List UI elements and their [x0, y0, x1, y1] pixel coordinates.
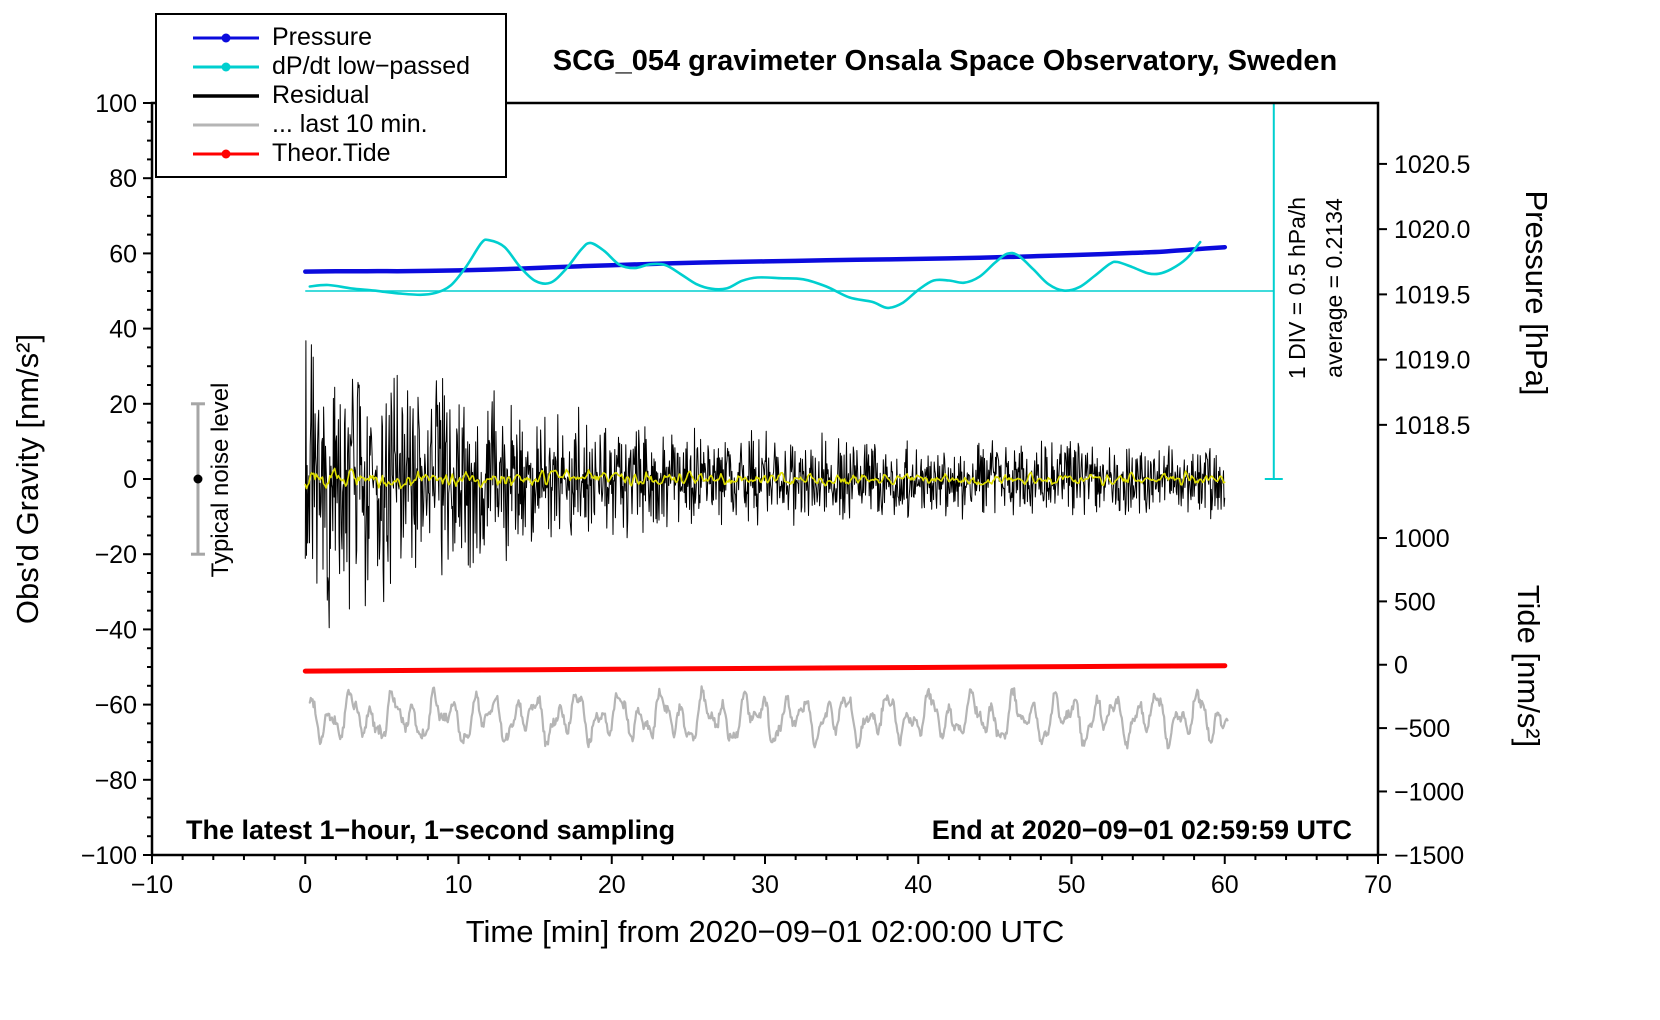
- series-dpdt: [308, 238, 1202, 310]
- tick-label: −20: [95, 541, 137, 569]
- legend-item-theor_tide: Theor.Tide: [157, 139, 505, 168]
- tick-label: −10: [131, 871, 173, 899]
- residual-legend-key-icon: [193, 89, 259, 103]
- tick-label: 60: [109, 240, 137, 268]
- legend-item-last10: ... last 10 min.: [157, 110, 505, 139]
- tick-label: 50: [1058, 871, 1086, 899]
- sampling-note: The latest 1−hour, 1−second sampling: [186, 815, 675, 845]
- end-time-note: End at 2020−09−01 02:59:59 UTC: [932, 815, 1352, 845]
- theor_tide-legend-key-icon: [193, 147, 259, 161]
- tick-label: −80: [95, 767, 137, 795]
- legend-item-dpdt: dP/dt low−passed: [157, 52, 505, 81]
- tick-label: 0: [1394, 652, 1408, 680]
- series-last10: [308, 685, 1229, 750]
- tick-label: 1000: [1394, 525, 1450, 553]
- tick-label: 500: [1394, 588, 1436, 616]
- tick-label: 10: [445, 871, 473, 899]
- legend-item-label: Pressure: [272, 23, 373, 51]
- div-scale-label: 1 DIV = 0.5 hPa/h: [1284, 197, 1310, 379]
- tick-label: 40: [904, 871, 932, 899]
- tick-label: 60: [1211, 871, 1239, 899]
- tick-label: 100: [95, 90, 137, 118]
- pressure-legend-key-icon: [193, 31, 259, 45]
- legend-item-label: dP/dt low−passed: [272, 52, 471, 80]
- chart-title: SCG_054 gravimeter Onsala Space Observat…: [553, 45, 1337, 77]
- plot-frame: [150, 101, 1380, 857]
- tick-label: 20: [109, 391, 137, 419]
- tick-label: 0: [123, 466, 137, 494]
- x-axis-label: Time [min] from 2020−09−01 02:00:00 UTC: [466, 914, 1065, 949]
- last10-legend-key-icon: [193, 118, 259, 132]
- tick-label: −60: [95, 692, 137, 720]
- tick-label: 20: [598, 871, 626, 899]
- tick-label: 80: [109, 165, 137, 193]
- average-label: average = 0.2134: [1321, 198, 1347, 378]
- y-axis-tide-label: Tide [nm/s²]: [1511, 585, 1546, 748]
- y-axis-left-label: Obs'd Gravity [nm/s²]: [10, 334, 45, 624]
- legend-item-label: Theor.Tide: [272, 139, 391, 167]
- dpdt-legend-key-icon: [193, 60, 259, 74]
- series-residual_filtered: [304, 467, 1226, 490]
- tick-label: 0: [298, 871, 312, 899]
- tick-label: 70: [1364, 871, 1392, 899]
- tick-label: 1018.5: [1394, 412, 1470, 440]
- series-residual: [304, 340, 1226, 629]
- tick-label: −100: [81, 842, 137, 870]
- tick-label: 1020.0: [1394, 216, 1470, 244]
- legend-item-pressure: Pressure: [157, 23, 505, 52]
- tick-label: 40: [109, 316, 137, 344]
- series-theor_tide: [302, 663, 1228, 674]
- series-pressure: [303, 244, 1228, 274]
- tick-label: −40: [95, 616, 137, 644]
- tick-label: 30: [751, 871, 779, 899]
- tick-label: 1019.5: [1394, 281, 1470, 309]
- tick-label: 1020.5: [1394, 151, 1470, 179]
- legend: Pressure dP/dt low−passed Residual... last…: [155, 13, 507, 178]
- legend-item-residual: Residual: [157, 81, 505, 110]
- plot-series-layer: [190, 102, 1283, 750]
- tick-label: −500: [1394, 715, 1450, 743]
- y-axis-pressure-label: Pressure [hPa]: [1519, 190, 1554, 395]
- tick-label: 1019.0: [1394, 347, 1470, 375]
- legend-item-label: ... last 10 min.: [272, 110, 428, 138]
- axes-ticks-layer: −10 0 10 20 30 40 50 60 70−100−80−60−40−20020406…: [81, 90, 1471, 899]
- tick-label: −1000: [1394, 778, 1464, 806]
- tick-label: −1500: [1394, 842, 1464, 870]
- legend-item-label: Residual: [272, 81, 370, 109]
- noise-level-label: Typical noise level: [207, 383, 234, 578]
